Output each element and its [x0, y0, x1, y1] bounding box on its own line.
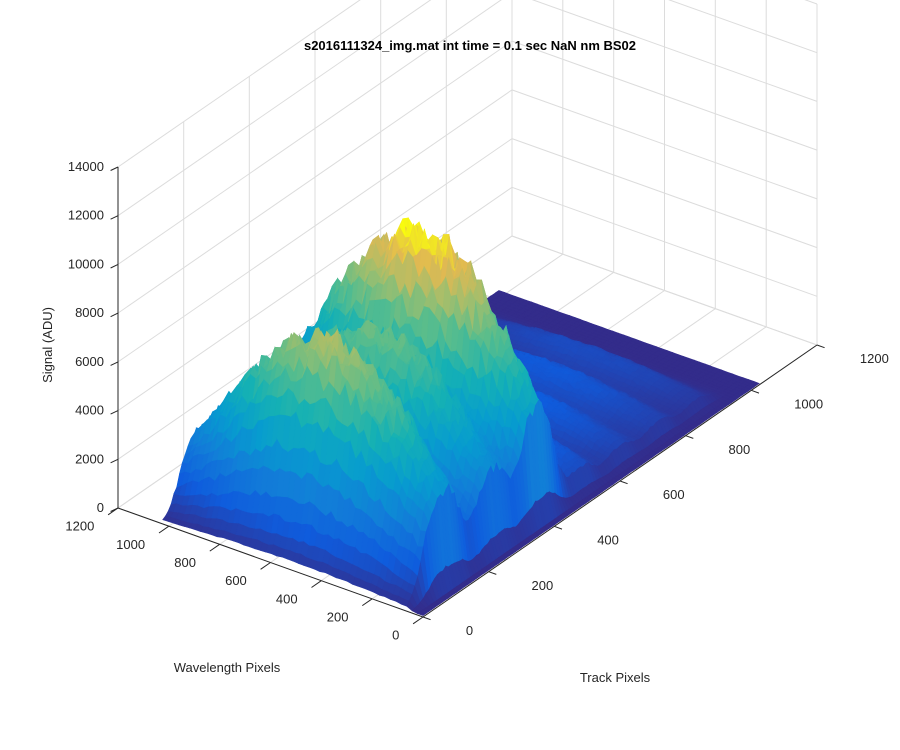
surface-layer	[162, 217, 760, 616]
side-wall-grid-line-z	[511, 89, 818, 200]
back-wall-grid-line-z	[117, 186, 513, 460]
back-wall-grid-line-z	[117, 89, 513, 363]
back-wall-grid-line-z	[117, 138, 513, 412]
side-wall-grid-line-z	[511, 138, 818, 249]
side-wall-grid-line-z	[511, 186, 818, 297]
side-wall-grid-line-z	[511, 40, 818, 151]
side-wall-grid-line-z	[668, 0, 818, 54]
back-wall-grid-line-z	[117, 0, 361, 168]
back-wall-grid-line-z	[117, 40, 513, 314]
side-wall-grid-line-z	[511, 235, 818, 346]
back-wall-grid-line-z	[117, 0, 432, 217]
back-wall-grid-line-z	[117, 0, 502, 265]
side-wall-grid-line-z	[531, 0, 818, 102]
